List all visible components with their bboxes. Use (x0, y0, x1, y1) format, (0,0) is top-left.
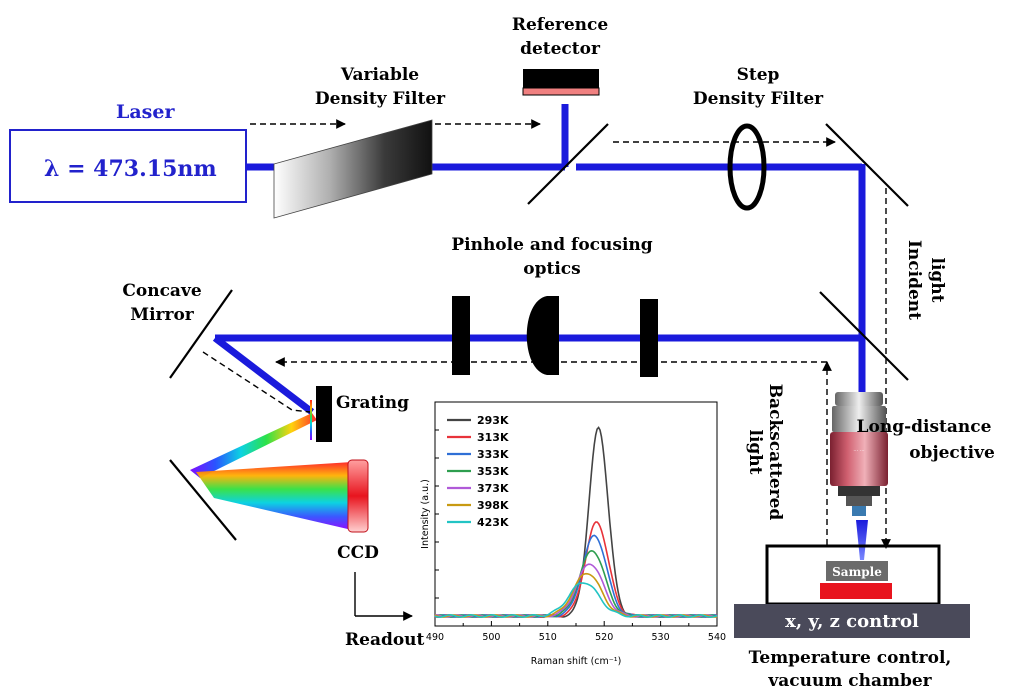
sample (826, 561, 888, 581)
dispersed-light-upper (190, 413, 317, 478)
x-tick-label: 510 (539, 632, 557, 643)
backscattered-label-2: light (745, 429, 765, 474)
laser-box (9, 129, 247, 203)
incident-label-1: Incident (904, 240, 924, 320)
raman-spectra-chart: 490 500 510 520 530 540 293K 313K 333K 353K 373K 3… (420, 401, 726, 667)
step-filter-label-1: Step (737, 65, 780, 85)
laser-label: Laser (116, 101, 175, 123)
grating (316, 386, 332, 442)
chart-xlabel: Raman shift (cm⁻¹) (531, 656, 622, 667)
objective-label-1: Long-distance (857, 417, 992, 437)
legend-label: 353K (477, 465, 509, 478)
objective-lens: ··· ··· (830, 392, 888, 516)
chart-ticks: 490 500 510 520 530 540 (426, 429, 726, 643)
x-tick-label: 540 (708, 632, 726, 643)
mirrors (169, 123, 909, 541)
focused-beam (856, 520, 868, 560)
series-line-423K (434, 582, 718, 618)
series-line-373K (435, 563, 718, 618)
variable-filter-label-1: Variable (340, 65, 419, 85)
reference-detector-window (522, 87, 600, 96)
wavelength-label: λ = 473.15nm (44, 156, 217, 182)
legend-label: 333K (477, 448, 509, 461)
step-density-filter (727, 123, 767, 211)
ccd-label: CCD (337, 543, 379, 563)
reference-detector (523, 69, 599, 88)
legend-label: 293K (477, 414, 509, 427)
chart-legend: 293K 313K 333K 353K 373K 398K 423K (447, 414, 509, 529)
beam-splitter-1 (527, 123, 609, 205)
sample-label: Sample (832, 565, 882, 579)
x-tick-label: 530 (652, 632, 670, 643)
grating-label: Grating (336, 393, 409, 413)
ccd-detector (347, 459, 369, 533)
readout-arrow (354, 572, 413, 621)
turning-mirror (825, 123, 909, 207)
readout-label: Readout (345, 630, 425, 650)
concave-label-1: Concave (122, 281, 201, 301)
step-filter-label-2: Density Filter (693, 89, 824, 109)
incident-label-2: light (927, 257, 947, 302)
xyz-stage (734, 604, 970, 638)
chamber-label-2: vacuum chamber (767, 671, 932, 690)
x-tick-label: 500 (482, 632, 500, 643)
legend-label: 398K (477, 499, 509, 512)
chart-series (434, 426, 718, 618)
legend-label: 373K (477, 482, 509, 495)
legend-label: 313K (477, 431, 509, 444)
x-tick-label: 490 (426, 632, 444, 643)
pinhole-plate-right (640, 299, 658, 377)
variable-density-filter (273, 119, 433, 219)
sample-heater (820, 583, 892, 599)
objective-label-2: objective (909, 443, 995, 463)
chamber-label-1: Temperature control, (749, 648, 952, 668)
variable-filter-label-2: Density Filter (315, 89, 446, 109)
dispersed-light-lower (196, 462, 352, 530)
reference-label-1: Reference (512, 15, 609, 35)
reference-label-2: detector (520, 39, 601, 59)
pinhole-label-1: Pinhole and focusing (451, 235, 652, 255)
beam-splitter-2 (819, 291, 909, 381)
pinhole-label-2: optics (523, 259, 580, 279)
x-tick-label: 520 (595, 632, 613, 643)
stage-label: x, y, z control (785, 611, 919, 632)
grating-mirror (169, 459, 237, 541)
pinhole-plate-left (452, 296, 470, 375)
focusing-lens (526, 296, 559, 375)
svg-text:··· ···: ··· ··· (853, 448, 865, 454)
concave-label-2: Mirror (130, 305, 195, 325)
backscattered-label-1: Backscattered (765, 384, 785, 521)
legend-label: 423K (477, 516, 509, 529)
concave-mirror (169, 289, 233, 379)
chart-ylabel: Intensity (a.u.) (420, 479, 431, 549)
